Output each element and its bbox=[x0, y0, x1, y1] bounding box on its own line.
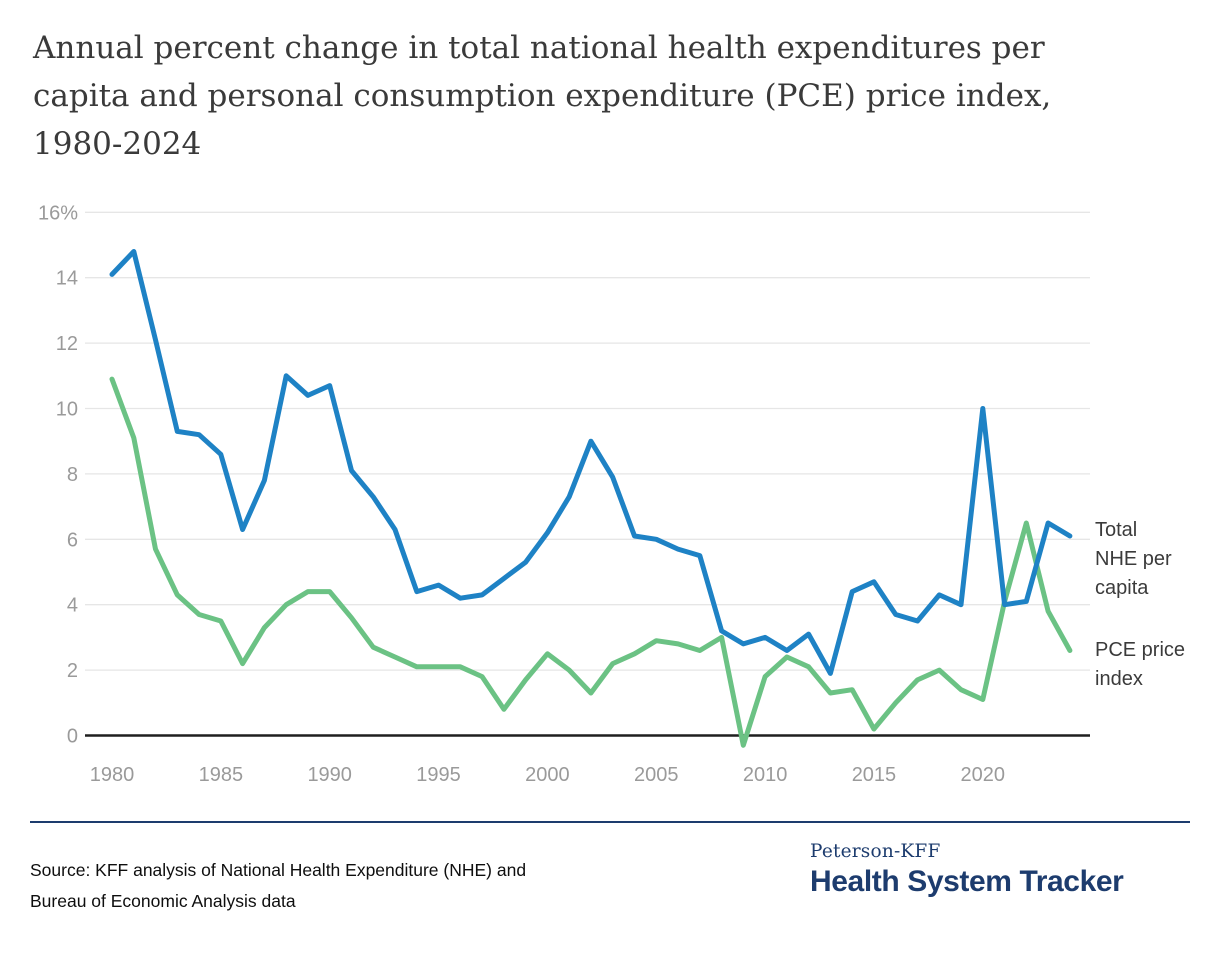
line-total-nhe-per-capita bbox=[109, 249, 1073, 676]
x-tick-label-2010: 2010 bbox=[743, 764, 788, 786]
series-label-nhe-line-2: NHE per bbox=[1095, 548, 1172, 570]
line-pce-price-index bbox=[109, 376, 1073, 748]
y-tick-label-14: 14 bbox=[56, 268, 78, 290]
chart-title-line-1: Annual percent change in total national … bbox=[33, 30, 1045, 66]
y-tick-label-2: 2 bbox=[67, 660, 78, 682]
x-tick-label-2020: 2020 bbox=[961, 764, 1006, 786]
y-tick-label-4: 4 bbox=[67, 595, 78, 617]
series-label-pce-line-2: index bbox=[1095, 668, 1143, 690]
series-label-nhe-line-1: Total bbox=[1095, 519, 1138, 541]
y-tick-label-0: 0 bbox=[67, 726, 78, 748]
source-line-1: Source: KFF analysis of National Health … bbox=[30, 860, 527, 880]
x-tick-label-1985: 1985 bbox=[199, 764, 244, 786]
y-tick-label-10: 10 bbox=[56, 399, 78, 421]
x-tick-label-2000: 2000 bbox=[525, 764, 570, 786]
series-label-total-nhe-per-capita: Total NHE per capita bbox=[1095, 516, 1172, 603]
peterson-kff-logo: Peterson-KFF Health System Tracker bbox=[810, 841, 1200, 899]
footer-divider-line bbox=[30, 821, 1190, 823]
chart-title-line-3: 1980-2024 bbox=[33, 126, 202, 162]
source-line-2: Bureau of Economic Analysis data bbox=[30, 891, 296, 911]
x-tick-label-1995: 1995 bbox=[416, 764, 461, 786]
brand-health-system-tracker: Health System Tracker bbox=[810, 865, 1124, 898]
y-tick-label-16: 16% bbox=[38, 202, 78, 224]
series-label-nhe-line-3: capita bbox=[1095, 577, 1149, 599]
x-tick-label-2005: 2005 bbox=[634, 764, 679, 786]
chart-title: Annual percent change in total national … bbox=[33, 24, 1173, 168]
series-label-pce-line-1: PCE price bbox=[1095, 639, 1186, 661]
series-label-pce-price-index: PCE price index bbox=[1095, 636, 1185, 694]
x-tick-label-1990: 1990 bbox=[307, 764, 352, 786]
y-tick-label-12: 12 bbox=[56, 333, 78, 355]
brand-peterson-kff: Peterson-KFF bbox=[810, 841, 941, 862]
y-tick-label-8: 8 bbox=[67, 464, 78, 486]
source-attribution: Source: KFF analysis of National Health … bbox=[30, 855, 526, 917]
x-tick-label-2015: 2015 bbox=[852, 764, 897, 786]
y-tick-label-6: 6 bbox=[67, 529, 78, 551]
chart-title-line-2: capita and personal consumption expendit… bbox=[33, 78, 1052, 114]
x-tick-label-1980: 1980 bbox=[90, 764, 135, 786]
